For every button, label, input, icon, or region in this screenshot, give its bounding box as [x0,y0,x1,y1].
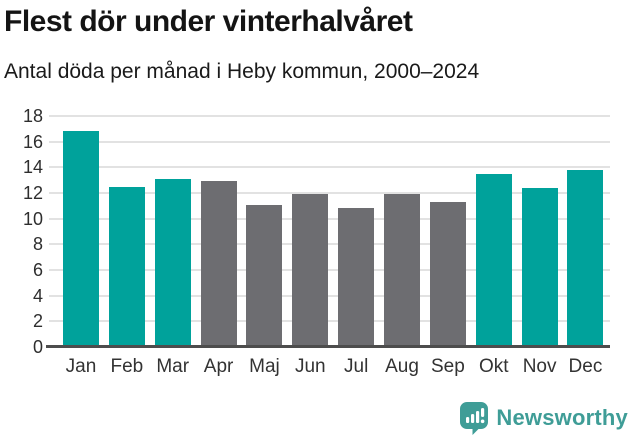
brand-footer: Newsworthy [459,401,628,435]
y-tick-label: 2 [32,311,43,332]
gridline [49,140,610,143]
bar-apr [200,181,237,347]
x-tick-label: Dec [568,356,603,377]
y-axis: 0 2 4 6 8 10 12 14 16 18 [0,106,43,357]
chart-subtitle: Antal döda per månad i Heby kommun, 2000… [4,60,480,83]
bar-dec [567,169,604,347]
gridline [49,217,610,220]
bar-aug [384,194,421,347]
x-axis-line [46,345,610,348]
bar-jul [338,208,375,347]
gridline [49,192,610,194]
x-tick-label: Apr [203,356,234,377]
y-tick-label: 0 [32,337,43,357]
bar-maj [246,204,283,347]
y-tick-label: 16 [22,131,43,152]
gridline [49,320,610,323]
x-tick-label: Jul [344,356,369,377]
brand-name: Newsworthy [496,405,628,430]
bar-jan [63,131,99,347]
x-tick-label: Maj [249,356,280,377]
bar-sep [429,201,466,347]
x-tick-label: Mar [156,356,190,377]
x-tick-label: Sep [430,356,465,377]
bar-feb [108,186,145,347]
bar-mar [154,178,191,347]
y-tick-label: 18 [22,106,43,126]
bar-nov [521,187,558,347]
y-tick-label: 14 [22,157,43,178]
gridline [49,115,610,117]
x-tick-label: Nov [522,356,557,377]
gridline [49,269,610,271]
chart-title: Flest dör under vinterhalvåret [4,5,413,38]
newsworthy-logo-icon [460,402,489,435]
x-axis-labels: Jan Feb Mar Apr Maj Jun Jul Aug Sep Okt Nov Dec [49,355,610,383]
gridline [49,294,610,297]
x-tick-label: Jan [65,356,97,377]
gridline [49,243,610,246]
x-tick-label: Aug [385,356,419,377]
y-tick-label: 10 [22,208,43,229]
y-tick-label: 4 [32,285,43,306]
x-tick-label: Jun [294,356,326,377]
plot-area [46,115,610,348]
y-tick-label: 12 [22,183,43,203]
y-tick-label: 6 [32,260,43,280]
y-tick-label: 8 [32,234,43,255]
x-tick-label: Feb [110,356,144,377]
bar-okt [475,173,512,347]
gridline [49,166,610,169]
x-tick-label: Okt [478,356,509,377]
bar-jun [292,194,329,347]
